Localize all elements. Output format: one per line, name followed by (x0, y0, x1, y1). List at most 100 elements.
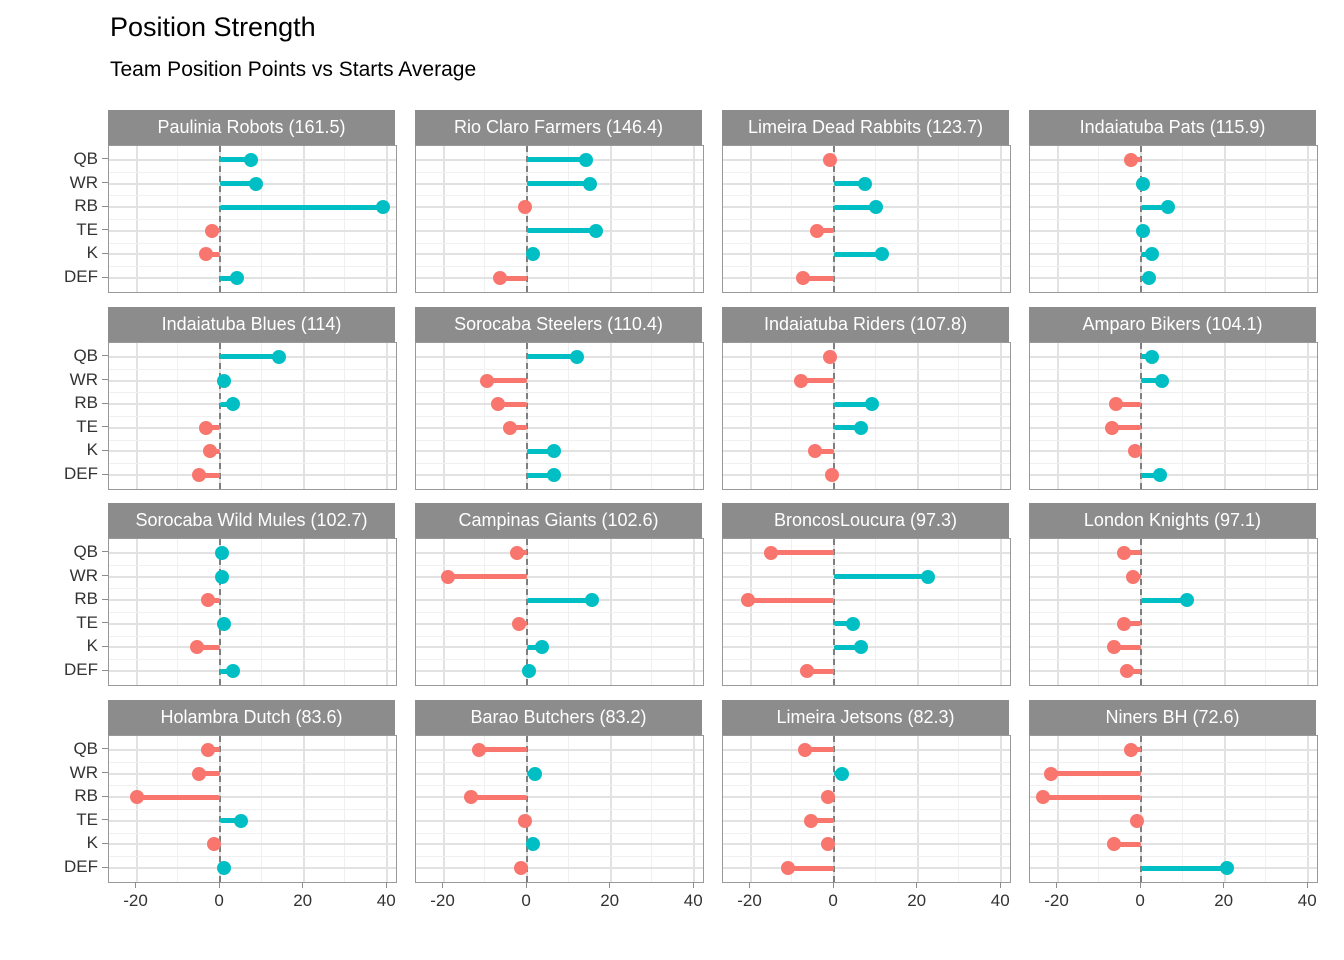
gridline-row-minor (416, 392, 703, 394)
lollipop-stem-rb (1141, 597, 1188, 603)
lollipop-stem-k (834, 251, 883, 257)
gridline-row-minor (416, 416, 703, 417)
lollipop-dot-k (206, 837, 221, 852)
gridline-row-minor (723, 564, 1010, 566)
gridline-row-minor (1030, 659, 1317, 661)
gridline-row (723, 450, 1010, 453)
lollipop-dot-te (511, 616, 526, 631)
lollipop-dot-wr (835, 766, 850, 781)
lollipop-dot-rb (1035, 790, 1050, 805)
lollipop-stem-k (527, 644, 542, 650)
lollipop-stem-wr (834, 181, 866, 187)
facet-panel-paulinia-robots (108, 145, 397, 293)
gridline-row-minor (109, 612, 396, 613)
lollipop-dot-rb (225, 397, 240, 412)
gridline-row (1030, 748, 1317, 751)
gridline-row (109, 819, 396, 822)
gridline-row (416, 646, 703, 649)
lollipop-stem-k (197, 644, 221, 650)
gridline-row-minor (723, 392, 1010, 394)
x-axis-tick (135, 882, 137, 888)
y-axis-label-te: TE (76, 416, 98, 436)
gridline-row-minor (109, 219, 396, 220)
lollipop-dot-te (1117, 616, 1132, 631)
x-axis-tick (218, 882, 220, 888)
lollipop-stem-qb (804, 747, 835, 753)
gridline-row (109, 867, 396, 870)
y-axis-label-rb: RB (74, 393, 98, 413)
gridline-row-minor (1030, 219, 1317, 220)
gridline-row (109, 748, 396, 751)
y-axis-tick (102, 158, 108, 160)
gridline-row (109, 474, 396, 477)
lollipop-dot-qb (472, 742, 487, 757)
y-axis-tick (102, 645, 108, 647)
lollipop-dot-qb (244, 152, 259, 167)
lollipop-dot-te (217, 616, 232, 631)
lollipop-stem-wr (800, 378, 835, 384)
lollipop-stem-wr (199, 771, 221, 777)
gridline-row-minor (416, 439, 703, 441)
gridline-row (1030, 843, 1317, 846)
gridline-row (1030, 622, 1317, 625)
y-axis-label-te: TE (76, 612, 98, 632)
facet-panel-indaiatuba-blues (108, 342, 397, 490)
y-axis-label-k: K (86, 636, 98, 656)
y-axis-tick (102, 748, 108, 750)
lollipop-stem-wr (487, 378, 528, 384)
facet-strip-campinas-giants: Campinas Giants (102.6) (415, 503, 702, 538)
lollipop-stem-te (834, 425, 862, 431)
lollipop-dot-qb (764, 545, 779, 560)
lollipop-dot-k (526, 837, 541, 852)
gridline-row (1030, 182, 1317, 185)
lollipop-dot-k (1106, 837, 1121, 852)
lollipop-dot-rb (864, 397, 879, 412)
gridline-row-minor (723, 832, 1010, 834)
facet-panel-indaiatuba-pats (1029, 145, 1318, 293)
lollipop-dot-def (217, 861, 232, 876)
y-axis-tick (102, 426, 108, 428)
facet-strip-barao-butchers: Barao Butchers (83.2) (415, 700, 702, 735)
lollipop-dot-te (198, 420, 213, 435)
gridline-row (416, 748, 703, 751)
gridline-row-minor (1030, 392, 1317, 394)
facet-strip-paulinia-robots: Paulinia Robots (161.5) (108, 110, 395, 145)
y-axis-label-rb: RB (74, 196, 98, 216)
lollipop-stem-qb (220, 157, 252, 163)
gridline-row (416, 403, 703, 406)
lollipop-stem-rb (748, 597, 835, 603)
gridline-row-minor (723, 463, 1010, 465)
gridline-row-minor (416, 368, 703, 370)
lollipop-stem-te (220, 818, 241, 824)
facet-strip-holambra-dutch: Holambra Dutch (83.6) (108, 700, 395, 735)
lollipop-dot-def (513, 861, 528, 876)
x-axis-tick (916, 882, 918, 888)
lollipop-dot-k (1106, 640, 1121, 655)
lollipop-stem-rb (497, 401, 528, 407)
y-axis-label-def: DEF (64, 660, 98, 680)
lollipop-stem-qb (1124, 550, 1142, 556)
lollipop-dot-k (820, 837, 835, 852)
facet-strip-indaiatuba-riders: Indaiatuba Riders (107.8) (722, 307, 1009, 342)
lollipop-stem-k (205, 251, 221, 257)
lollipop-dot-qb (215, 545, 230, 560)
y-axis-tick (102, 182, 108, 184)
gridline-row-minor (109, 635, 396, 637)
lollipop-dot-wr (1155, 373, 1169, 388)
lollipop-stem-k (527, 448, 555, 454)
x-axis-tick (1056, 882, 1058, 888)
gridline-row (109, 599, 396, 602)
lollipop-dot-te (1104, 420, 1119, 435)
lollipop-stem-wr (220, 181, 256, 187)
facet-panel-holambra-dutch (108, 735, 397, 883)
y-axis-tick (102, 276, 108, 278)
lollipop-stem-def (527, 472, 555, 478)
gridline-row-minor (416, 832, 703, 834)
y-axis-tick (102, 551, 108, 553)
gridline-row (1030, 796, 1317, 799)
lollipop-dot-def (1219, 861, 1234, 876)
lollipop-dot-k (547, 444, 562, 459)
zero-line (219, 539, 222, 685)
lollipop-stem-rb (834, 204, 876, 210)
y-axis-tick (102, 205, 108, 207)
